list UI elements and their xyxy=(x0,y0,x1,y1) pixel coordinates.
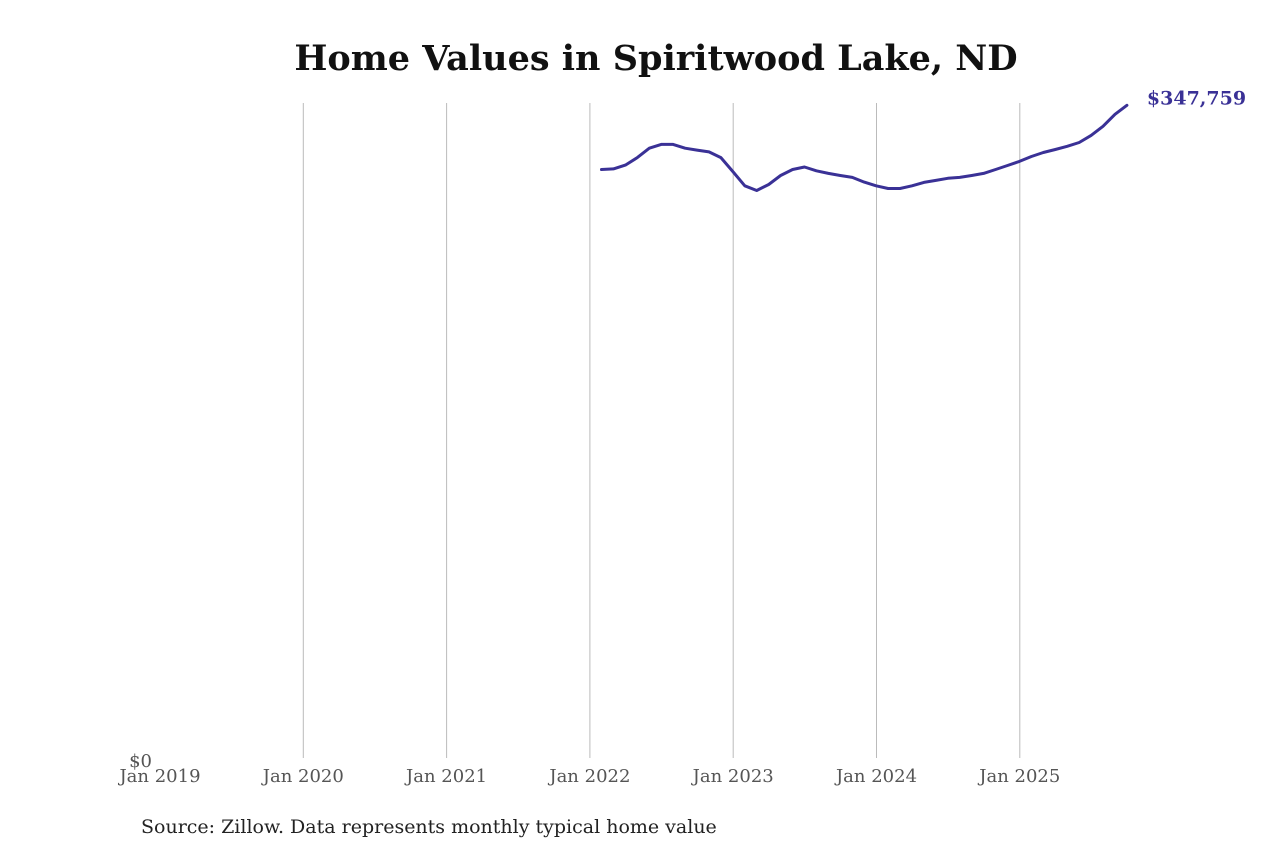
x-tick-label: Jan 2022 xyxy=(547,766,630,787)
x-tick-label: Jan 2021 xyxy=(404,766,487,787)
x-tick-label: Jan 2025 xyxy=(977,766,1060,787)
x-tick-label: Jan 2023 xyxy=(691,766,774,787)
x-tick-label: Jan 2024 xyxy=(834,766,917,787)
chart-title: Home Values in Spiritwood Lake, ND xyxy=(294,38,1018,79)
y-tick-label: $0 xyxy=(129,751,152,772)
source-note: Source: Zillow. Data represents monthly … xyxy=(141,816,717,838)
end-value-label: $347,759 xyxy=(1147,87,1246,109)
x-tick-label: Jan 2019 xyxy=(117,766,200,787)
series-line xyxy=(600,103,1129,192)
x-tick-label: Jan 2020 xyxy=(261,766,344,787)
